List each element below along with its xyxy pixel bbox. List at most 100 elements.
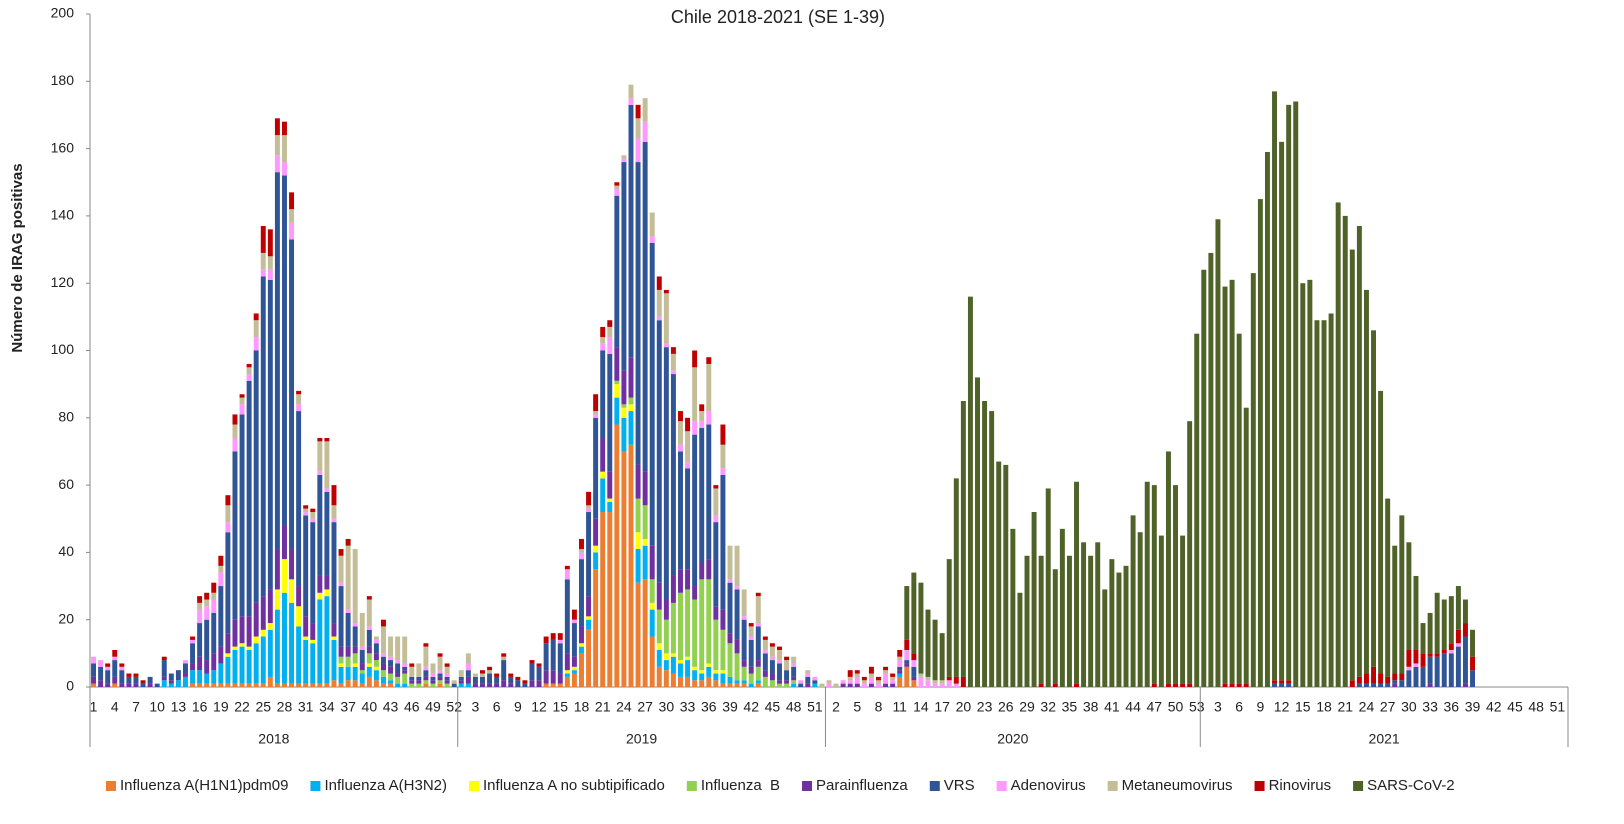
x-tick-label: 47 bbox=[1147, 699, 1163, 715]
bar-segment bbox=[1272, 91, 1277, 681]
bar-segment bbox=[798, 683, 804, 687]
bar-segment bbox=[317, 683, 323, 687]
bar-segment bbox=[1031, 512, 1037, 687]
bar-segment bbox=[925, 680, 931, 687]
bar-segment bbox=[897, 649, 903, 657]
bar-segment bbox=[1180, 535, 1186, 684]
bar-segment bbox=[798, 680, 804, 684]
bar-segment bbox=[161, 680, 167, 687]
bar-segment bbox=[281, 175, 287, 526]
bar-segment bbox=[1356, 683, 1362, 687]
bar-segment bbox=[571, 609, 577, 620]
bar-segment bbox=[338, 666, 344, 684]
bar-segment bbox=[444, 683, 450, 687]
bar-segment bbox=[246, 646, 252, 650]
bar-segment bbox=[663, 619, 669, 654]
bar-segment bbox=[741, 619, 747, 661]
bar-segment bbox=[1158, 535, 1164, 687]
legend-swatch bbox=[686, 781, 697, 791]
bar-segment bbox=[748, 626, 754, 637]
bar-segment bbox=[281, 683, 287, 687]
bar-segment bbox=[218, 586, 224, 647]
bar-segment bbox=[600, 343, 606, 351]
bar-segment bbox=[1470, 670, 1476, 687]
bar-segment bbox=[423, 680, 429, 684]
bar-segment bbox=[366, 646, 372, 654]
bar-segment bbox=[281, 525, 287, 560]
legend-swatch bbox=[802, 781, 813, 791]
bar-segment bbox=[395, 683, 401, 687]
bar-segment bbox=[628, 404, 634, 412]
bar-segment bbox=[112, 649, 118, 657]
bar-segment bbox=[748, 623, 754, 627]
bar-segment bbox=[982, 400, 988, 687]
bar-segment bbox=[642, 141, 648, 472]
bar-segment bbox=[791, 680, 797, 684]
bar-segment bbox=[564, 670, 570, 674]
bar-segment bbox=[762, 636, 768, 640]
bar-segment bbox=[1349, 680, 1355, 687]
bar-segment bbox=[444, 676, 450, 681]
bar-segment bbox=[663, 670, 669, 687]
x-tick-label: 30 bbox=[1401, 699, 1417, 715]
bar-segment bbox=[204, 606, 210, 620]
bar-segment bbox=[663, 653, 669, 661]
bar-segment bbox=[296, 404, 302, 412]
bar-segment bbox=[324, 488, 330, 492]
bar-segment bbox=[324, 596, 330, 684]
bar-segment bbox=[451, 683, 457, 687]
bar-segment bbox=[388, 680, 394, 684]
bar-segment bbox=[338, 656, 344, 664]
bar-segment bbox=[281, 162, 287, 176]
legend-item: Influenza A(H3N2) bbox=[310, 777, 447, 794]
bar-segment bbox=[381, 626, 386, 654]
legend-swatch bbox=[929, 781, 940, 791]
bar-segment bbox=[98, 660, 104, 667]
bar-segment bbox=[338, 582, 344, 587]
bar-segment bbox=[133, 683, 139, 687]
bar-segment bbox=[692, 680, 698, 687]
bar-segment bbox=[289, 192, 295, 210]
bar-segment bbox=[642, 538, 648, 546]
bar-segment bbox=[232, 414, 238, 425]
bar-segment bbox=[119, 670, 125, 684]
bar-segment bbox=[777, 649, 782, 661]
bar-segment bbox=[593, 417, 599, 519]
bar-segment bbox=[352, 663, 358, 667]
bar-segment bbox=[239, 414, 245, 617]
bar-segment bbox=[635, 464, 641, 499]
bar-segment bbox=[1406, 666, 1412, 671]
x-tick-label: 51 bbox=[1550, 699, 1566, 715]
bar-segment bbox=[253, 320, 259, 338]
bar-segment bbox=[260, 636, 266, 684]
bar-segment bbox=[501, 680, 507, 687]
bar-segment bbox=[289, 549, 295, 580]
bar-segment bbox=[883, 666, 889, 671]
bar-segment bbox=[1392, 680, 1398, 684]
bar-segment bbox=[692, 599, 698, 667]
bar-segment bbox=[911, 572, 917, 654]
bar-segment bbox=[755, 592, 761, 597]
bar-segment bbox=[1279, 141, 1285, 681]
bar-segment bbox=[225, 653, 231, 657]
bar-segment bbox=[1385, 676, 1391, 684]
bar-segment bbox=[1307, 279, 1313, 687]
legend-label: VRS bbox=[944, 777, 975, 794]
bar-segment bbox=[791, 663, 797, 667]
bar-segment bbox=[706, 424, 712, 560]
bar-segment bbox=[734, 586, 740, 590]
bar-segment bbox=[1109, 559, 1115, 687]
bar-segment bbox=[168, 673, 174, 681]
bar-segment bbox=[444, 666, 450, 674]
x-tick-label: 14 bbox=[913, 699, 929, 715]
bar-segment bbox=[274, 118, 280, 136]
bar-segment bbox=[204, 673, 210, 684]
bar-segment bbox=[1102, 589, 1108, 687]
bar-segment bbox=[388, 673, 394, 681]
bar-segment bbox=[98, 666, 104, 681]
bar-segment bbox=[239, 643, 245, 647]
bar-segment bbox=[1342, 215, 1348, 687]
x-tick-label: 50 bbox=[1168, 699, 1184, 715]
bar-segment bbox=[515, 680, 521, 687]
bar-segment bbox=[1038, 683, 1044, 687]
